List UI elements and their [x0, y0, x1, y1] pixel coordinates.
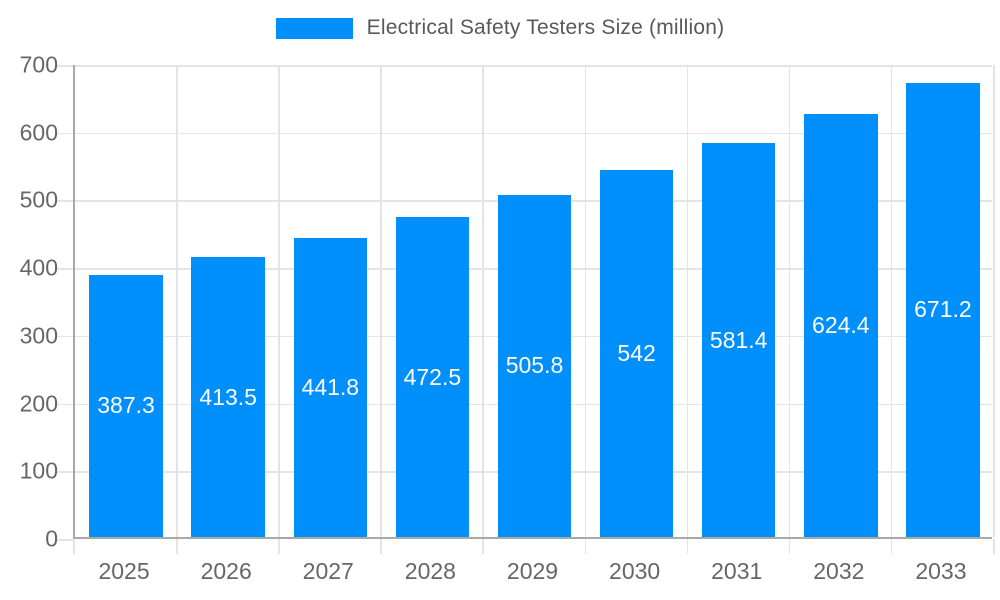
x-axis-tick — [380, 539, 382, 554]
v-gridline — [788, 65, 791, 537]
x-axis-tick-label: 2027 — [302, 558, 354, 584]
x-axis-tick-label: 2031 — [711, 558, 763, 584]
v-gridline — [890, 65, 893, 537]
h-gridline — [75, 132, 992, 135]
v-gridline — [482, 65, 484, 537]
x-axis-tick — [993, 539, 995, 554]
x-axis-tick-label: 2028 — [404, 558, 456, 584]
y-axis-tick-label: 0 — [45, 525, 58, 552]
y-axis-tick — [57, 268, 73, 270]
y-axis-tick-label: 100 — [19, 457, 58, 484]
y-axis: 0 100 200 300 400 500 600 700 — [0, 52, 58, 552]
y-axis-tick — [57, 200, 73, 202]
x-axis: 2025 2026 2027 2028 2029 2030 2031 2032 2033 — [73, 558, 992, 590]
x-axis-tick — [176, 539, 178, 554]
bar-value-label: 505.8 — [505, 352, 564, 379]
x-axis-tick — [73, 539, 75, 554]
bar-2031[interactable]: 581.4 — [701, 143, 776, 537]
bar-2028[interactable]: 472.5 — [395, 217, 470, 537]
bar-value-label: 624.4 — [812, 312, 870, 339]
bar-value-label: 542 — [617, 340, 656, 366]
v-gridline — [380, 65, 382, 537]
y-axis-tick-label: 700 — [19, 51, 58, 78]
legend-label: Electrical Safety Testers Size (million) — [366, 16, 725, 39]
bar-2033[interactable]: 671.2 — [906, 82, 980, 537]
v-gridline — [176, 65, 178, 537]
v-gridline — [686, 65, 689, 537]
y-axis-tick — [57, 132, 73, 135]
x-axis-tick — [584, 539, 587, 554]
y-axis-tick — [57, 335, 73, 338]
y-axis-tick-label: 200 — [19, 390, 58, 417]
bar-value-label: 472.5 — [403, 363, 462, 390]
x-axis-tick — [890, 539, 893, 554]
bar-value-label: 671.2 — [914, 296, 972, 323]
x-axis-tick-label: 2029 — [506, 558, 559, 584]
x-axis-tick — [788, 539, 791, 554]
y-axis-tick-label: 600 — [19, 119, 58, 146]
bar-2032[interactable]: 624.4 — [804, 114, 878, 537]
plot-area: 387.3 413.5 441.8 472.5 505.8 542 581.4 624.4 67… — [57, 65, 995, 554]
y-axis-tick-label: 400 — [19, 254, 58, 281]
bar-value-label: 441.8 — [301, 373, 360, 400]
bar-2025[interactable]: 387.3 — [89, 274, 163, 537]
x-axis-tick-label: 2025 — [98, 558, 150, 584]
bar-value-label: 413.5 — [199, 383, 257, 410]
h-gridline — [75, 65, 992, 67]
y-axis-tick-label: 500 — [19, 186, 58, 213]
v-gridline — [584, 65, 587, 537]
bar-2026[interactable]: 413.5 — [191, 257, 265, 537]
x-axis-tick — [278, 539, 280, 554]
v-gridline — [993, 65, 995, 537]
v-gridline — [278, 65, 280, 537]
y-axis-tick — [57, 403, 73, 406]
y-axis-tick — [57, 471, 73, 473]
x-axis-tick-label: 2033 — [915, 558, 967, 584]
legend: Electrical Safety Testers Size (million) — [0, 16, 1000, 40]
legend-item[interactable]: Electrical Safety Testers Size (million) — [275, 16, 725, 40]
x-axis-tick — [686, 539, 689, 554]
bar-2027[interactable]: 441.8 — [293, 237, 368, 537]
x-axis-tick-label: 2026 — [200, 558, 252, 584]
bar-value-label: 387.3 — [97, 392, 155, 419]
x-axis-tick — [482, 539, 484, 554]
y-axis-tick — [57, 539, 73, 541]
x-axis-tick-label: 2030 — [609, 558, 661, 584]
y-axis-tick — [57, 65, 73, 67]
y-axis-tick-label: 300 — [19, 322, 58, 349]
bar-2029[interactable]: 505.8 — [497, 194, 572, 537]
bar-2030[interactable]: 542 — [599, 170, 674, 537]
bar-value-label: 581.4 — [709, 326, 768, 353]
x-axis-tick-label: 2032 — [813, 558, 865, 584]
legend-swatch-icon — [275, 17, 353, 39]
